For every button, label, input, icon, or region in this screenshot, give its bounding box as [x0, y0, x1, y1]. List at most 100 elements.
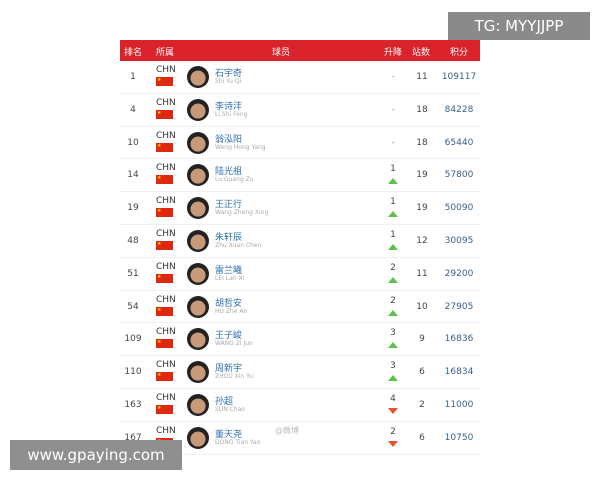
arrow-down-icon — [388, 407, 398, 414]
arrow-up-icon — [388, 276, 398, 283]
table-row[interactable]: 54 CHN 胡哲安 HU Zhe An 2 10 27905 — [120, 291, 480, 324]
arrow-up-icon — [388, 178, 398, 185]
table-row[interactable]: 19 CHN 王正行 Wang Zheng Xing 1 19 50090 — [120, 192, 480, 225]
change-value: 2 — [390, 426, 396, 437]
china-flag-icon — [156, 339, 173, 349]
china-flag-icon — [156, 372, 173, 382]
player-name-cn[interactable]: 董天尧 — [215, 429, 243, 440]
change-value: 1 — [390, 197, 396, 208]
avatar — [187, 328, 209, 351]
table-row[interactable]: 163 CHN 孙超 SUN Chao 4 2 11000 — [120, 389, 480, 422]
matches: 12 — [416, 235, 428, 246]
player-name-en: ZHOU Xin Yu — [215, 373, 253, 381]
change-value: 3 — [390, 361, 396, 372]
points: 30095 — [444, 235, 474, 246]
country: CHN — [156, 425, 176, 436]
avatar — [187, 197, 209, 220]
country: CHN — [156, 294, 176, 305]
change-value: 1 — [390, 229, 396, 240]
player-name-en: LEI Lan Xi — [215, 274, 245, 282]
rank: 19 — [127, 203, 139, 214]
china-flag-icon — [156, 175, 173, 185]
country: CHN — [156, 228, 176, 239]
site-watermark: www.gpaying.com — [10, 440, 182, 470]
matches: 6 — [419, 432, 425, 443]
player-name-en: WANG Zi Jun — [215, 340, 253, 348]
player-name-en: Lu Guang Zu — [215, 176, 254, 184]
player-name-cn[interactable]: 雷兰曦 — [215, 265, 243, 276]
points: 29200 — [444, 268, 474, 279]
table-row[interactable]: 110 CHN 周新宇 ZHOU Xin Yu 3 6 16834 — [120, 356, 480, 389]
change-none: - — [391, 104, 395, 115]
player-name-cn[interactable]: 孙超 — [215, 396, 234, 407]
table-row[interactable]: 51 CHN 雷兰曦 LEI Lan Xi 2 11 29200 — [120, 258, 480, 291]
china-flag-icon — [156, 273, 173, 283]
change-value: 3 — [390, 328, 396, 339]
player-name-cn[interactable]: 王子峻 — [215, 331, 243, 342]
header-country: 所属 — [156, 48, 175, 58]
points: 57800 — [444, 170, 474, 181]
country: CHN — [156, 327, 176, 338]
points: 84228 — [444, 104, 474, 115]
country: CHN — [156, 65, 176, 75]
table-row[interactable]: 4 CHN 李诗沣 Li Shi Feng - 18 84228 — [120, 94, 480, 127]
rank: 167 — [124, 432, 142, 443]
table-header: 排名 所属 球员 升降 站数 积分 — [120, 40, 480, 61]
rank: 48 — [127, 235, 139, 246]
china-flag-icon — [156, 240, 173, 250]
matches: 11 — [416, 72, 428, 82]
player-name-cn[interactable]: 王正行 — [215, 200, 243, 211]
player-name-en: SUN Chao — [215, 405, 245, 413]
china-flag-icon — [156, 77, 173, 86]
table-row[interactable]: 1 CHN 石宇奇 Shi Yu Qi - 11 109117 — [120, 61, 480, 94]
player-name-en: HU Zhe An — [215, 307, 248, 315]
table-row[interactable]: 109 CHN 王子峻 WANG Zi Jun 3 9 16836 — [120, 323, 480, 357]
weibo-watermark: @微博 — [275, 426, 299, 435]
avatar — [187, 393, 209, 416]
table-row[interactable]: 14 CHN 陆光祖 Lu Guang Zu 1 19 57800 — [120, 159, 480, 193]
avatar — [187, 98, 209, 121]
player-name-cn[interactable]: 翁泓阳 — [215, 134, 243, 145]
arrow-down-icon — [388, 440, 398, 447]
change-value: 4 — [390, 393, 396, 404]
player-name-cn[interactable]: 李诗沣 — [215, 101, 243, 112]
avatar — [187, 361, 209, 384]
matches: 19 — [416, 203, 428, 214]
table-row[interactable]: 48 CHN 朱轩辰 Zhu Xuan Chen 1 12 30095 — [120, 225, 480, 258]
change-value: 2 — [390, 295, 396, 306]
arrow-up-icon — [388, 309, 398, 316]
rank: 109 — [124, 334, 142, 345]
china-flag-icon — [156, 306, 173, 316]
player-name-cn[interactable]: 周新宇 — [215, 364, 243, 375]
change-value: 2 — [390, 262, 396, 273]
matches: 11 — [416, 268, 428, 279]
header-rank: 排名 — [124, 48, 143, 58]
rank: 4 — [130, 104, 136, 115]
china-flag-icon — [156, 208, 173, 218]
points: 65440 — [444, 137, 474, 148]
country: CHN — [156, 360, 176, 371]
rank: 54 — [127, 301, 139, 312]
rank: 1 — [130, 72, 136, 82]
avatar — [187, 66, 209, 88]
player-name-cn[interactable]: 石宇奇 — [215, 69, 243, 79]
player-name-cn[interactable]: 胡哲安 — [215, 298, 243, 309]
matches: 6 — [419, 367, 425, 378]
matches: 9 — [419, 334, 425, 345]
player-name-cn[interactable]: 陆光祖 — [215, 167, 243, 178]
arrow-up-icon — [388, 375, 398, 382]
header-matches: 站数 — [412, 48, 431, 58]
country: CHN — [156, 196, 176, 207]
player-name-cn[interactable]: 朱轩辰 — [215, 232, 243, 243]
rank: 10 — [127, 137, 139, 148]
points: 11000 — [444, 399, 474, 410]
points: 27905 — [444, 301, 474, 312]
avatar — [187, 426, 209, 449]
change-value: 1 — [390, 164, 396, 175]
points: 109117 — [441, 72, 477, 82]
header-player: 球员 — [272, 48, 291, 58]
country: CHN — [156, 130, 176, 141]
tg-watermark: TG: MYYJJPP — [448, 12, 590, 40]
table-row[interactable]: 10 CHN 翁泓阳 Weng Hong Yang - 18 65440 — [120, 127, 480, 160]
china-flag-icon — [156, 142, 173, 152]
